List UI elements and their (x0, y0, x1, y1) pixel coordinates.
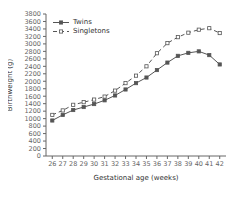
svg-text:1800: 1800 (24, 85, 41, 93)
svg-text:1400: 1400 (24, 100, 41, 108)
svg-text:2000: 2000 (24, 78, 41, 86)
svg-text:2600: 2600 (24, 55, 41, 63)
html-text:Singletons: Singletons (73, 27, 110, 35)
svg-text:29: 29 (80, 160, 88, 168)
svg-text:2200: 2200 (24, 70, 41, 78)
svg-text:35: 35 (142, 160, 150, 168)
svg-text:38: 38 (174, 160, 182, 168)
svg-text:26: 26 (48, 160, 56, 168)
svg-text:39: 39 (184, 160, 192, 168)
svg-text:28: 28 (69, 160, 77, 168)
svg-text:33: 33 (121, 160, 129, 168)
svg-text:41: 41 (205, 160, 213, 168)
svg-text:1600: 1600 (24, 93, 41, 101)
svg-text:Gestational age (weeks): Gestational age (weeks) (93, 174, 178, 182)
svg-text:42: 42 (216, 160, 224, 168)
svg-text:1200: 1200 (24, 107, 41, 115)
svg-text:3400: 3400 (24, 25, 41, 33)
html-text:Twins: Twins (73, 18, 92, 26)
svg-text:600: 600 (29, 130, 41, 138)
svg-text:2400: 2400 (24, 63, 41, 71)
svg-text:400: 400 (29, 137, 41, 145)
svg-text:800: 800 (29, 122, 41, 130)
svg-text:200: 200 (29, 145, 41, 153)
svg-text:3200: 3200 (24, 33, 41, 41)
svg-text:30: 30 (90, 160, 98, 168)
svg-text:40: 40 (195, 160, 203, 168)
svg-text:37: 37 (163, 160, 171, 168)
svg-text:0: 0 (37, 152, 41, 160)
svg-text:3000: 3000 (24, 40, 41, 48)
svg-text:27: 27 (59, 160, 67, 168)
svg-text:31: 31 (100, 160, 108, 168)
svg-text:Birthweight (g): Birthweight (g) (8, 58, 14, 111)
svg-text:36: 36 (153, 160, 161, 168)
svg-text:32: 32 (111, 160, 119, 168)
svg-text:34: 34 (132, 160, 140, 168)
svg-text:2800: 2800 (24, 48, 41, 56)
svg-text:3800: 3800 (24, 10, 41, 18)
svg-text:1000: 1000 (24, 115, 41, 123)
svg-text:3600: 3600 (24, 18, 41, 26)
